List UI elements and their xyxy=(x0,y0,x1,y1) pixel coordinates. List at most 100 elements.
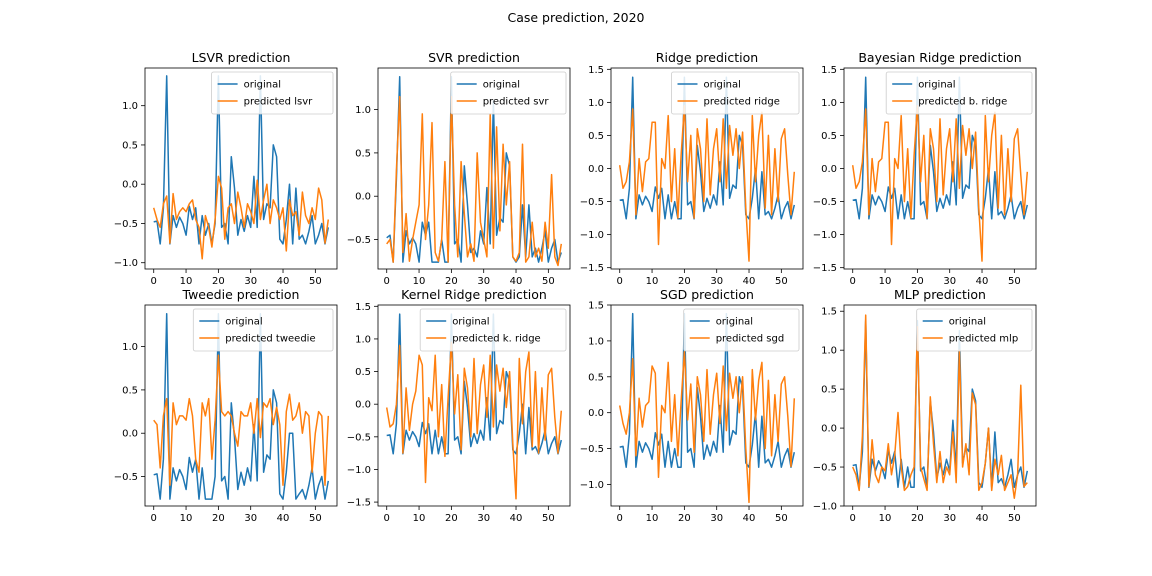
legend-box xyxy=(885,71,1033,115)
legend: original predicted mlp xyxy=(916,308,1033,352)
legend-label: original xyxy=(949,317,986,328)
y-tick-label: −1.0 xyxy=(813,230,837,241)
legend-box xyxy=(450,71,567,115)
y-tick-label: −0.5 xyxy=(347,432,371,443)
legend-label: original xyxy=(704,80,741,91)
x-tick-label: 50 xyxy=(1008,276,1021,287)
axes-frame xyxy=(843,67,1037,270)
y-tick-label: −0.5 xyxy=(580,197,604,208)
x-tick-label: 10 xyxy=(879,276,892,287)
y-tick-label: 0.0 xyxy=(821,164,837,175)
x-tick-label: 40 xyxy=(510,276,523,287)
y-tick-label: 0.0 xyxy=(355,400,371,411)
y-tick-label: −0.5 xyxy=(114,472,138,483)
y-tick-label: −1.0 xyxy=(347,465,371,476)
y-tick-label: 0.0 xyxy=(122,180,138,191)
y-tick-label: 1.0 xyxy=(588,336,604,347)
x-tick-label: 50 xyxy=(775,513,788,524)
x-tick-label: 0 xyxy=(850,513,856,524)
x-tick-label: 30 xyxy=(477,513,490,524)
y-tick-label: 1.0 xyxy=(355,334,371,345)
x-tick-label: 10 xyxy=(413,276,426,287)
x-tick-label: 30 xyxy=(477,276,490,287)
chart-panel-7: SGD prediction 0 10 20 30 40 50 −1.0 −0.5 0.0 0.5 1… xyxy=(580,287,804,524)
x-tick-label: 10 xyxy=(180,513,193,524)
y-tick-label: 1.5 xyxy=(355,302,371,313)
chart-title: Ridge prediction xyxy=(656,50,758,65)
legend: original predicted b. ridge xyxy=(885,71,1033,115)
x-tick-label: 30 xyxy=(943,276,956,287)
series-line-original xyxy=(852,76,1029,220)
y-tick-label: −0.5 xyxy=(580,444,604,455)
x-tick-label: 40 xyxy=(743,513,756,524)
legend: original predicted svr xyxy=(450,71,567,115)
legend-label: predicted svr xyxy=(483,97,550,108)
y-tick-label: 0.5 xyxy=(821,131,837,142)
legend-box xyxy=(419,308,567,352)
y-tick-label: 1.0 xyxy=(122,101,138,112)
y-tick-label: −0.5 xyxy=(813,197,837,208)
x-tick-label: 0 xyxy=(384,513,390,524)
legend-label: original xyxy=(225,317,262,328)
y-tick-label: 0.5 xyxy=(355,367,371,378)
chart-title: Tweedie prediction xyxy=(182,287,300,302)
chart-panel-2: SVR prediction 0 10 20 30 40 50 −0.5 0.0 0.5 1.0 or… xyxy=(347,50,571,287)
x-tick-label: 20 xyxy=(678,276,691,287)
legend-label: original xyxy=(918,80,955,91)
x-tick-label: 30 xyxy=(710,276,723,287)
figure-title: Case prediction, 2020 xyxy=(507,10,644,25)
x-tick-label: 10 xyxy=(879,513,892,524)
y-tick-label: −1.0 xyxy=(114,258,138,269)
chart-panel-5: Tweedie prediction 0 10 20 30 40 50 −0.5 0.0 0.5 1… xyxy=(114,287,338,524)
x-tick-label: 0 xyxy=(384,276,390,287)
chart-title: Bayesian Ridge prediction xyxy=(858,50,1021,65)
x-tick-label: 50 xyxy=(1008,513,1021,524)
series-line-predicted xyxy=(152,175,330,260)
x-tick-label: 30 xyxy=(244,513,257,524)
axes-frame xyxy=(377,304,571,507)
y-tick-label: 1.0 xyxy=(122,342,138,353)
legend: original predicted k. ridge xyxy=(419,308,567,352)
series-line-original xyxy=(153,312,330,500)
legend-label: original xyxy=(716,317,753,328)
series-line-predicted xyxy=(852,314,1028,499)
x-tick-label: 10 xyxy=(646,276,659,287)
chart-title: SGD prediction xyxy=(660,287,754,302)
chart-title: Kernel Ridge prediction xyxy=(401,287,547,302)
legend-label: predicted ridge xyxy=(704,97,780,108)
chart-panel-6: Kernel Ridge prediction 0 10 20 30 40 50 −1.5 −1… xyxy=(347,287,571,524)
chart-title: MLP prediction xyxy=(894,287,986,302)
y-tick-label: 1.5 xyxy=(821,307,837,318)
chart-panel-1: LSVR prediction 0 10 20 30 40 50 −1.0 −0.5 0.0 0.5… xyxy=(114,50,338,287)
y-tick-label: −0.5 xyxy=(813,463,837,474)
x-tick-label: 20 xyxy=(911,276,924,287)
y-tick-label: 0.0 xyxy=(821,424,837,435)
x-tick-label: 40 xyxy=(976,276,989,287)
y-tick-label: 1.0 xyxy=(588,98,604,109)
x-tick-label: 30 xyxy=(710,513,723,524)
legend-label: original xyxy=(244,80,281,91)
y-tick-label: 0.0 xyxy=(588,164,604,175)
legend-box xyxy=(671,71,800,115)
x-tick-label: 30 xyxy=(244,276,257,287)
series-line-original xyxy=(619,76,796,220)
x-tick-label: 50 xyxy=(775,276,788,287)
x-tick-label: 10 xyxy=(180,276,193,287)
y-tick-label: −1.5 xyxy=(580,263,604,274)
legend: original predicted lsvr xyxy=(211,71,334,115)
y-tick-label: 0.5 xyxy=(122,140,138,151)
x-tick-label: 0 xyxy=(850,276,856,287)
x-tick-label: 50 xyxy=(542,276,555,287)
x-tick-label: 0 xyxy=(151,513,157,524)
y-tick-label: 1.0 xyxy=(355,105,371,116)
x-tick-label: 50 xyxy=(309,276,322,287)
x-tick-label: 10 xyxy=(646,513,659,524)
legend-label: predicted sgd xyxy=(716,334,785,345)
legend-label: predicted tweedie xyxy=(225,334,315,345)
y-tick-label: 0.5 xyxy=(122,385,138,396)
y-tick-label: −1.0 xyxy=(580,230,604,241)
x-tick-label: 20 xyxy=(212,513,225,524)
y-tick-label: 0.5 xyxy=(588,372,604,383)
y-tick-label: 0.0 xyxy=(122,429,138,440)
